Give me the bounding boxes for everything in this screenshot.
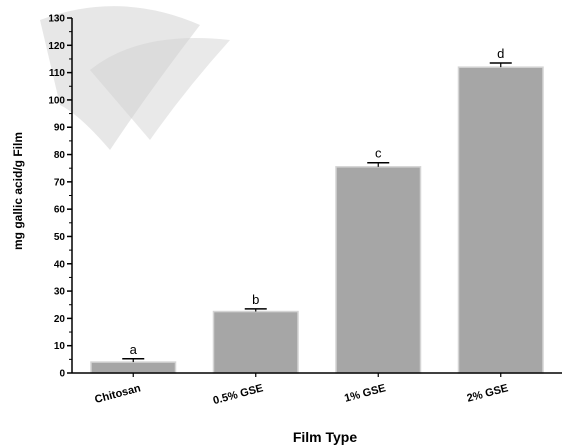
y-tick-label: 20 xyxy=(54,314,66,325)
bar xyxy=(212,310,299,374)
significance-letter: d xyxy=(497,46,504,61)
x-axis-label: Film Type xyxy=(293,429,358,445)
y-tick-label: 50 xyxy=(54,232,66,243)
significance-letter: b xyxy=(252,292,259,307)
y-tick-label: 130 xyxy=(48,14,65,25)
watermark xyxy=(40,6,230,151)
x-tick-label: 1% GSE xyxy=(343,382,387,405)
x-tick-label: Chitosan xyxy=(93,382,142,406)
y-tick-label: 80 xyxy=(54,150,66,161)
significance-letters: a b c d xyxy=(130,46,505,357)
y-axis-label: mg gallic acid/g Film xyxy=(11,132,25,250)
y-tick-label: 40 xyxy=(54,259,66,270)
error-bars xyxy=(122,62,512,363)
bar xyxy=(90,361,177,374)
y-tick-label: 0 xyxy=(59,369,65,380)
y-tick-label: 120 xyxy=(48,41,65,52)
y-tick-label: 10 xyxy=(54,341,66,352)
y-tick-label: 70 xyxy=(54,177,66,188)
x-axis-ticks: Chitosan 0.5% GSE 1% GSE 2% GSE xyxy=(93,373,510,407)
y-tick-label: 60 xyxy=(54,205,66,216)
y-tick-label: 30 xyxy=(54,287,66,298)
y-tick-label: 100 xyxy=(48,95,65,106)
bars xyxy=(90,66,544,374)
significance-letter: c xyxy=(375,146,382,161)
y-tick-label: 110 xyxy=(49,68,66,79)
x-tick-label: 0.5% GSE xyxy=(212,382,265,407)
bar xyxy=(457,66,544,374)
x-tick-label: 2% GSE xyxy=(466,382,510,405)
y-axis-ticks: 0 10 20 30 40 50 60 70 80 90 100 110 120 130 xyxy=(48,14,72,380)
bar xyxy=(335,166,422,374)
significance-letter: a xyxy=(130,342,138,357)
y-tick-label: 90 xyxy=(54,123,66,134)
